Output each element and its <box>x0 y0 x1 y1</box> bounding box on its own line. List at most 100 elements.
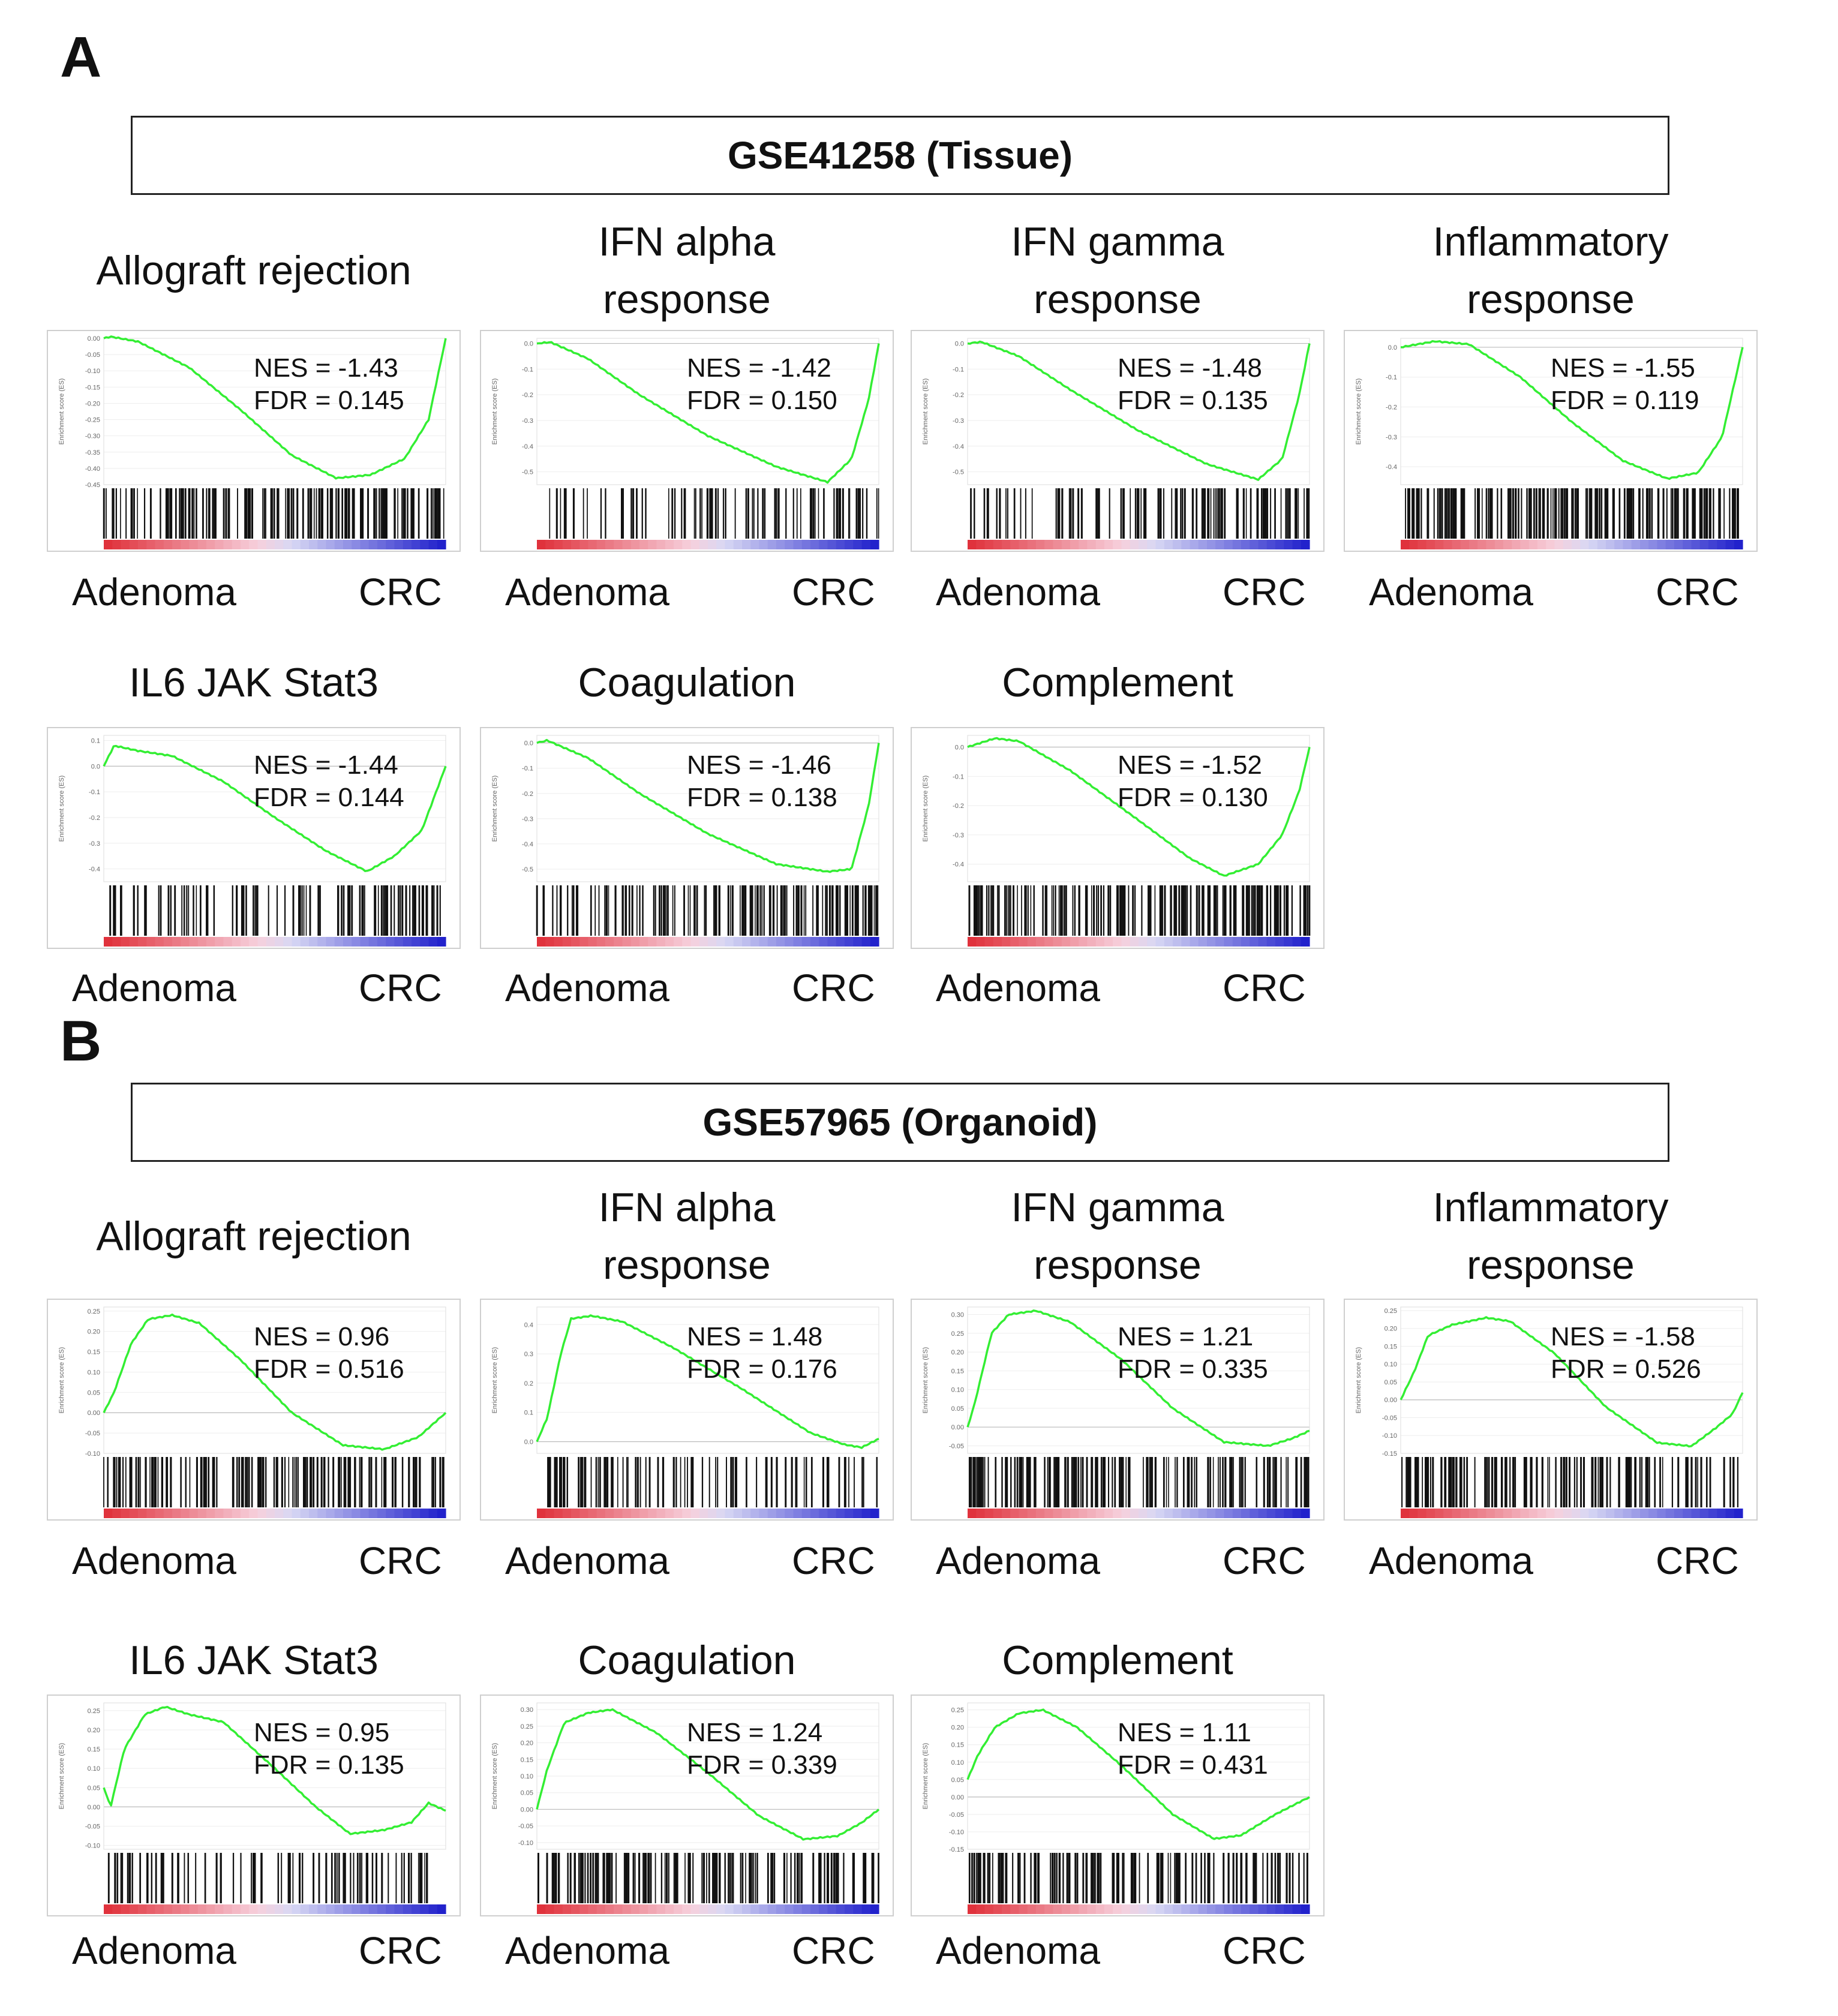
ranked-list-segment <box>1130 540 1139 549</box>
ranked-list-segment <box>1657 540 1666 549</box>
ranked-list-segment <box>352 1904 361 1914</box>
ranked-list-bar <box>968 1904 1310 1914</box>
ranked-list-segment <box>232 1904 241 1914</box>
y-tick-label: -0.5 <box>953 469 964 476</box>
ranked-list-segment <box>1079 1509 1088 1518</box>
ranked-list-segment <box>853 1904 863 1914</box>
y-axis-label: Enrichment score (ES) <box>922 776 929 842</box>
ranked-list-segment <box>976 1904 986 1914</box>
ranked-list-segment <box>674 1904 683 1914</box>
y-tick-label: 0.05 <box>88 1784 100 1792</box>
fdr-label: FDR = 0.339 <box>687 1750 837 1780</box>
ranked-list-segment <box>639 1904 648 1914</box>
gsea-plot-coagulation: Enrichment score (ES) 0.0 -0.1 -0.2 -0.3 -0.4… <box>480 727 894 949</box>
ranked-list-segment <box>630 937 640 947</box>
ranked-list-segment <box>827 1904 837 1914</box>
ranked-list-segment <box>545 540 555 549</box>
ranked-list-segment <box>300 937 310 947</box>
ranked-list-segment <box>1640 540 1649 549</box>
ranked-list-segment <box>249 937 259 947</box>
ranked-list-segment <box>1417 540 1427 549</box>
nes-label: NES = -1.58 <box>1551 1322 1695 1351</box>
ranked-list-segment <box>984 1904 994 1914</box>
ranked-list-segment <box>579 540 589 549</box>
ranked-list-segment <box>292 1904 301 1914</box>
y-axis-label: Enrichment score (ES) <box>1355 378 1362 445</box>
y-tick-label: -0.10 <box>85 1843 100 1850</box>
ranked-list-segment <box>785 540 794 549</box>
ranked-list-segment <box>1044 1509 1054 1518</box>
ranked-list-segment <box>343 1509 352 1518</box>
ranked-list-segment <box>1198 540 1208 549</box>
gene-set-title: IFN alpha response <box>598 1185 776 1288</box>
ranked-list-segment <box>993 937 1002 947</box>
ranked-list-segment <box>1554 540 1564 549</box>
ranked-list-segment <box>984 937 994 947</box>
gsea-plot-inflammatory-response: Enrichment score (ES) 0.0 -0.1 -0.2 -0.3 -0.4… <box>1344 330 1758 552</box>
ranked-list-segment <box>656 1904 666 1914</box>
fdr-label: FDR = 0.138 <box>687 783 837 812</box>
ranked-list-segment <box>545 1509 555 1518</box>
fdr-label: FDR = 0.135 <box>254 1750 404 1780</box>
ranked-list-segment <box>360 1904 370 1914</box>
ranked-list-segment <box>420 1904 430 1914</box>
nes-label: NES = 0.95 <box>254 1718 389 1747</box>
ranked-list-segment <box>1232 1904 1242 1914</box>
nes-label: NES = 1.11 <box>1118 1718 1251 1747</box>
gsea-plot-il6-jak-stat3: Enrichment score (ES) 0.1 0.0 -0.1 -0.2 -0.3 -… <box>47 727 461 949</box>
y-tick-label: 0.15 <box>1384 1343 1397 1350</box>
ranked-list-segment <box>215 1904 224 1914</box>
gsea-svg: Enrichment score (ES) 0.0 -0.1 -0.2 -0.3 -0.4… <box>1344 330 1758 552</box>
ranked-list-segment <box>1503 1509 1512 1518</box>
y-tick-label: 0.25 <box>951 1330 964 1338</box>
adenoma-label: Adenoma <box>505 1929 669 1972</box>
y-tick-label: -0.05 <box>949 1811 964 1819</box>
plot-area <box>103 1306 446 1454</box>
ranked-list-segment <box>1266 540 1276 549</box>
hit-bars <box>109 885 441 936</box>
crc-label: CRC <box>792 1929 875 1972</box>
ranked-list-segment <box>742 937 751 947</box>
ranked-list-segment <box>1301 937 1310 947</box>
ranked-list-segment <box>1207 1509 1216 1518</box>
adenoma-label: Adenoma <box>936 1539 1100 1582</box>
fdr-label: FDR = 0.135 <box>1118 386 1268 415</box>
ranked-list-segment <box>403 1509 412 1518</box>
y-tick-label: 0.0 <box>524 1438 533 1446</box>
crc-label: CRC <box>792 966 875 1009</box>
ranked-list-segment <box>394 1509 404 1518</box>
gsea-svg: Enrichment score (ES) 0.4 0.3 0.2 0.1 0.0 NES … <box>480 1299 894 1521</box>
enrichment-curve <box>1400 339 1744 480</box>
ranked-list-segment <box>630 1509 640 1518</box>
ranked-list-segment <box>1190 1904 1199 1914</box>
ranked-list-segment <box>1631 540 1641 549</box>
ranked-list-segment <box>614 540 623 549</box>
ranked-list-segment <box>1130 937 1139 947</box>
ranked-list-segment <box>845 1509 854 1518</box>
ranked-list-segment <box>1087 937 1097 947</box>
ranked-list-segment <box>1477 540 1487 549</box>
y-tick-label: 0.05 <box>1384 1379 1397 1386</box>
ranked-list-segment <box>1070 1509 1079 1518</box>
ranked-list-segment <box>1139 937 1148 947</box>
ranked-list-segment <box>275 1509 284 1518</box>
ranked-list-segment <box>428 1904 438 1914</box>
ranked-list-segment <box>1241 540 1250 549</box>
ranked-list-segment <box>1164 1509 1173 1518</box>
ranked-list-segment <box>1258 1509 1268 1518</box>
gene-set-title: IFN alpha response <box>598 219 776 322</box>
ranked-list-segment <box>767 937 777 947</box>
ranked-list-segment <box>1190 540 1199 549</box>
y-tick-label: -0.2 <box>522 791 533 798</box>
y-tick-label: -0.05 <box>949 1443 964 1450</box>
y-tick-label: -0.4 <box>953 443 964 450</box>
gsea-svg: Enrichment score (ES) 0.25 0.20 0.15 0.10 0.0… <box>911 1694 1325 1916</box>
ranked-list-segment <box>1250 937 1259 947</box>
ranked-list-segment <box>360 937 370 947</box>
ranked-list-segment <box>300 540 310 549</box>
ranked-list-segment <box>403 540 412 549</box>
dataset-title-a: GSE41258 (Tissue) <box>131 116 1669 195</box>
ranked-list-segment <box>317 1509 327 1518</box>
ranked-list-segment <box>776 937 785 947</box>
ranked-list-segment <box>1486 1509 1495 1518</box>
